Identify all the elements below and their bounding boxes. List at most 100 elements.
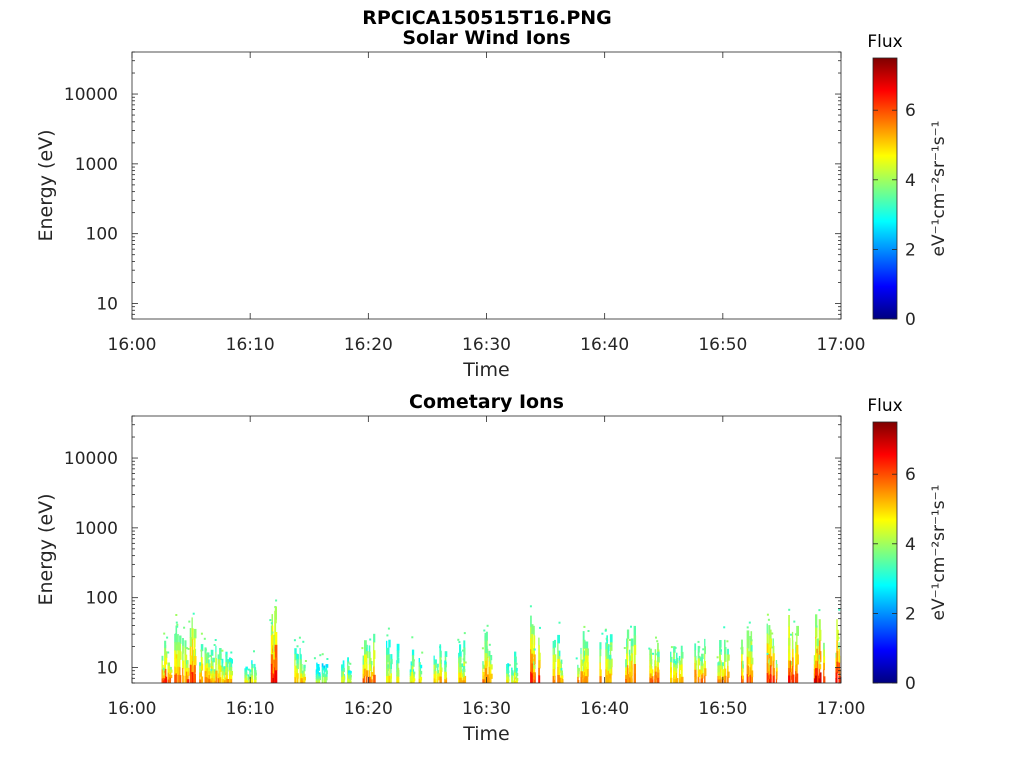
heatmap-cell <box>704 638 706 647</box>
heatmap-cell <box>586 669 589 677</box>
heatmap-cell <box>341 670 343 675</box>
heatmap-cell <box>815 653 818 662</box>
heatmap-cell <box>750 645 753 652</box>
y-tick-label: 10000 <box>64 85 118 105</box>
heatmap-cell <box>674 668 678 673</box>
heatmap-cell <box>174 633 176 643</box>
heatmap-cell <box>673 663 676 668</box>
heatmap-cell <box>434 667 437 672</box>
heatmap-cell <box>301 672 305 676</box>
heatmap-cell <box>182 645 184 654</box>
heatmap-cell <box>388 639 391 648</box>
heatmap-cell <box>193 674 196 683</box>
heatmap-cell <box>419 664 423 669</box>
heatmap-cell <box>373 674 376 683</box>
heatmap-cell <box>629 671 632 678</box>
heatmap-cell <box>790 672 793 677</box>
heatmap-cell <box>373 642 375 651</box>
heatmap-cell <box>210 678 214 682</box>
heatmap-cell <box>788 675 790 683</box>
heatmap-cell <box>342 671 344 676</box>
heatmap-cell <box>444 660 447 665</box>
heatmap-cell <box>321 676 324 681</box>
heatmap-cell <box>488 656 490 663</box>
heatmap-cell <box>388 675 391 683</box>
heatmap-cell <box>212 674 214 680</box>
heatmap-cell <box>609 674 612 683</box>
heatmap-cell <box>790 661 793 666</box>
heatmap-cell <box>694 650 696 658</box>
heatmap-cell <box>625 679 628 683</box>
heatmap-cell <box>490 673 493 679</box>
heatmap-cell <box>552 662 555 670</box>
heatmap-cell <box>362 664 365 670</box>
heatmap-cell <box>553 661 556 670</box>
heatmap-cell <box>813 659 816 665</box>
colorbar-title: Flux <box>867 32 902 52</box>
heatmap-cell <box>552 676 555 683</box>
heatmap-cell <box>553 647 556 655</box>
heatmap-cell <box>656 640 659 643</box>
heatmap-cell <box>245 666 248 670</box>
heatmap-cell <box>838 676 841 683</box>
heatmap-cell <box>577 676 579 681</box>
heatmap-cell <box>533 675 536 680</box>
heatmap-cell <box>296 678 299 683</box>
heatmap-cell <box>654 649 657 656</box>
heatmap-cell <box>463 661 466 670</box>
heatmap-cell <box>719 640 722 648</box>
heatmap-cell <box>485 631 488 641</box>
heatmap-cell <box>788 626 790 639</box>
heatmap-cell <box>586 648 589 656</box>
heatmap-cell <box>323 674 326 678</box>
heatmap-cell <box>678 669 681 675</box>
heatmap-cell <box>838 608 841 611</box>
heatmap-cell <box>199 676 201 681</box>
heatmap-cell <box>506 670 509 674</box>
heatmap-cell <box>298 636 301 639</box>
heatmap-cell <box>296 668 298 674</box>
heatmap-cell <box>515 670 518 674</box>
heatmap-cell <box>439 644 442 652</box>
heatmap-cell <box>841 652 842 660</box>
heatmap-cell <box>514 651 517 658</box>
heatmap-cell <box>411 660 415 667</box>
heatmap-cell <box>582 648 585 658</box>
heatmap-cell <box>228 661 231 667</box>
heatmap-cell <box>300 659 302 665</box>
heatmap-cell <box>219 648 222 655</box>
heatmap-cell <box>348 676 350 680</box>
heatmap-cell <box>245 669 248 673</box>
heatmap-cell <box>210 680 213 683</box>
heatmap-cell <box>629 660 631 667</box>
heatmap-cell <box>841 660 842 668</box>
heatmap-cell <box>270 635 274 646</box>
heatmap-cell <box>187 679 190 683</box>
heatmap-cell <box>557 658 560 668</box>
heatmap-cell <box>750 651 753 659</box>
heatmap-cell <box>630 675 633 683</box>
heatmap-cell <box>437 663 439 668</box>
heatmap-cell <box>179 675 182 683</box>
heatmap-cell <box>174 674 177 683</box>
heatmap-cell <box>210 655 212 662</box>
heatmap-cell <box>409 669 412 673</box>
heatmap-cell <box>347 661 350 664</box>
heatmap-cell <box>362 673 365 679</box>
heatmap-cell <box>488 677 491 683</box>
heatmap-cell <box>793 620 796 623</box>
heatmap-cell <box>366 644 368 652</box>
heatmap-cell <box>208 659 210 664</box>
heatmap-cell <box>321 673 325 677</box>
heatmap-cell <box>746 626 749 629</box>
heatmap-cell <box>838 642 840 650</box>
y-tick-label: 10000 <box>64 449 118 469</box>
y-tick-label: 100 <box>86 225 118 245</box>
heatmap-cell <box>321 666 324 671</box>
heatmap-cell <box>768 625 771 636</box>
heatmap-cell <box>657 662 659 668</box>
heatmap-cell <box>582 671 585 676</box>
heatmap-cell <box>418 658 420 663</box>
heatmap-cell <box>813 664 816 670</box>
heatmap-cell <box>418 666 420 671</box>
